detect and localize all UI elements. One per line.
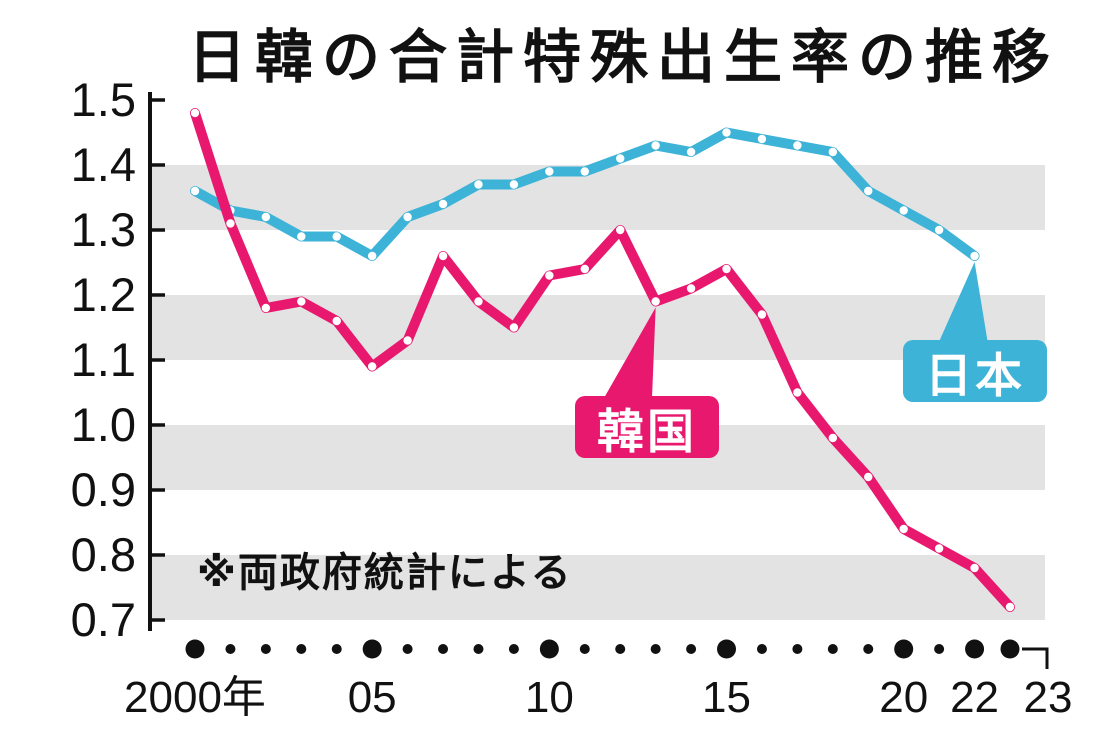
- x-axis-dot: [296, 644, 307, 654]
- point-dots-korea: [190, 108, 1015, 612]
- x-axis: 2000年 05 10 15 20 22 23: [124, 639, 1073, 722]
- series-line-korea: [190, 108, 1015, 612]
- x-axis-dot: [362, 639, 382, 659]
- x-axis-dot: [934, 644, 945, 654]
- y-axis-label: 1.2: [71, 268, 136, 321]
- x-axis-dot: [756, 644, 767, 654]
- callout-tail: [938, 262, 988, 344]
- callout-tail: [604, 307, 656, 398]
- x-axis-dot: [827, 644, 838, 654]
- x-axis-dot: [792, 644, 803, 654]
- x-axis-label: 20: [879, 673, 928, 722]
- x-axis-dot: [863, 644, 874, 654]
- x-axis-dot: [539, 639, 559, 659]
- y-axis-label: 0.9: [71, 463, 136, 516]
- x-axis-dot: [615, 644, 626, 654]
- x-axis-dot: [1000, 639, 1020, 659]
- x-axis-dot: [473, 644, 484, 654]
- y-axis-label: 1.4: [71, 138, 136, 191]
- x-axis-label: 10: [525, 673, 574, 722]
- background-bands: [150, 165, 1045, 620]
- x-axis-dot: [686, 644, 697, 654]
- year-bracket: [1022, 647, 1049, 669]
- series-label-korea: 韓国: [575, 396, 719, 458]
- y-axis-label: 0.7: [71, 593, 136, 646]
- y-axis-label: 1.0: [71, 398, 136, 451]
- y-axis: 1.5 1.4 1.3 1.2 1.1 1.0 0.9 0.8 0.7: [71, 73, 165, 646]
- x-axis-dot: [260, 644, 271, 654]
- x-axis-label: 05: [348, 673, 397, 722]
- chart-title: 日韓の合計特殊出生率の推移: [188, 25, 1060, 90]
- x-axis-dot: [402, 644, 413, 654]
- x-axis-dot: [508, 644, 519, 654]
- source-note: ※両政府統計による: [197, 551, 573, 595]
- x-axis-dot: [185, 639, 205, 659]
- x-axis-dot: [717, 639, 737, 659]
- point-dots-japan: [190, 128, 979, 261]
- y-axis-label: 1.5: [71, 73, 136, 126]
- x-axis-label: 23: [1024, 673, 1073, 722]
- series-label-japan: 日本: [903, 340, 1047, 402]
- x-axis-dot: [438, 644, 449, 654]
- x-axis-dot: [331, 644, 342, 654]
- x-axis-label: 22: [950, 673, 999, 722]
- x-axis-dot: [650, 644, 661, 654]
- y-axis-label: 0.8: [71, 528, 136, 581]
- x-axis-label: 2000年: [124, 673, 266, 722]
- x-axis-dot: [894, 639, 914, 659]
- y-axis-label: 1.1: [71, 333, 136, 386]
- y-axis-label: 1.3: [71, 203, 136, 256]
- x-axis-dot: [225, 644, 236, 654]
- x-axis-label: 15: [702, 673, 751, 722]
- x-axis-dot: [579, 644, 590, 654]
- x-axis-dot: [965, 639, 985, 659]
